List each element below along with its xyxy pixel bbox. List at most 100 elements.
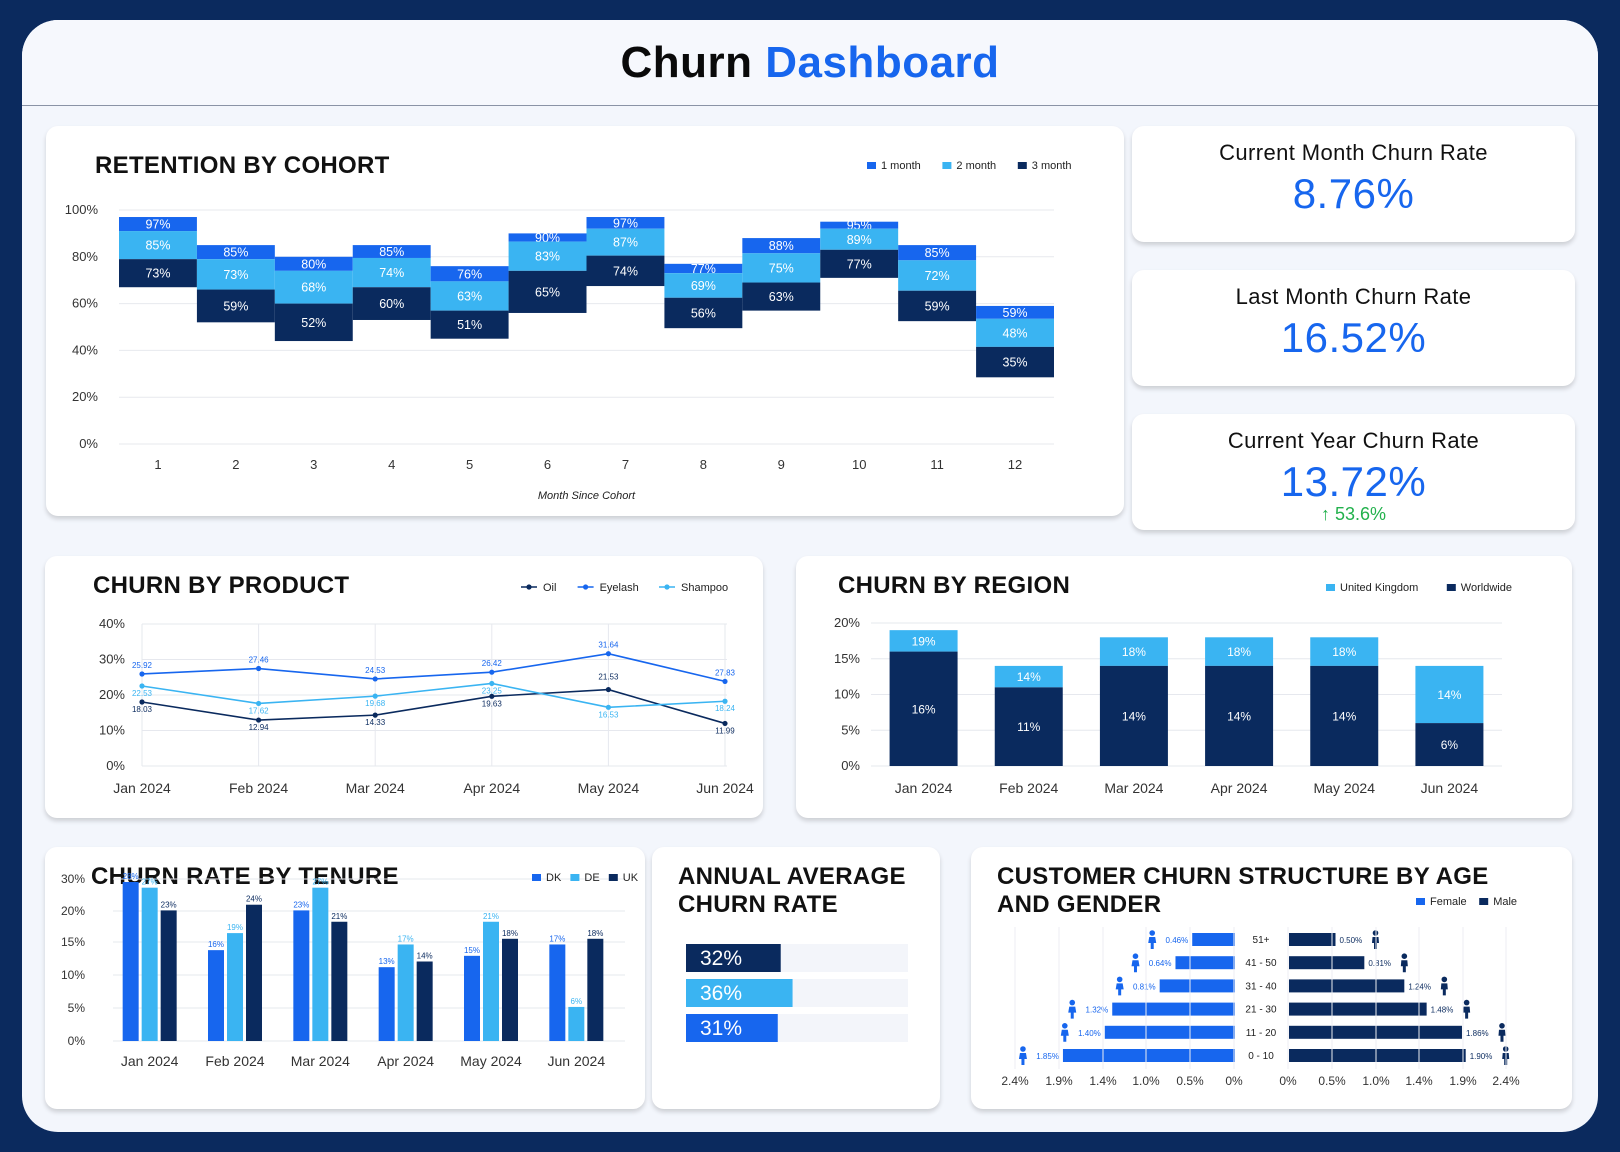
region-bar-worldwide-0 (889, 651, 958, 766)
age-xtick-right-2: 1.0% (1362, 1074, 1390, 1088)
male-icon-part-1-1 (1400, 960, 1408, 973)
tenure-bar-label-2-3: 14% (417, 952, 433, 961)
cohort-ytick-0: 0% (79, 436, 98, 451)
age-category-label-0: 51+ (1253, 935, 1270, 946)
tenure-bar-label-2-2: 21% (331, 912, 347, 921)
cohort-bar-label-1-0: 85% (145, 239, 170, 253)
age-xtick-left-3: 1.0% (1132, 1074, 1160, 1088)
cohort-bar-label-1-8: 75% (769, 261, 794, 275)
product-point-label-1-1: 27.46 (249, 656, 270, 665)
age-xtick-right-0: 0% (1279, 1074, 1297, 1088)
cohort-xtick-7: 8 (700, 457, 707, 472)
cohort-bar-1-6 (586, 228, 665, 256)
cohort-bar-1-5 (508, 241, 587, 271)
region-xtick-0: Jan 2024 (895, 780, 953, 796)
cohort-bar-label-0-7: 77% (691, 262, 716, 276)
cohort-xlabel: Month Since Cohort (538, 490, 636, 502)
age-legend-label-0: Female (1430, 896, 1467, 908)
female-icon-3 (1068, 999, 1077, 1019)
kpi-label-current-month: Current Month Churn Rate (1219, 140, 1488, 165)
age-bar-female-4 (1104, 1025, 1235, 1039)
cohort-bar-1-0 (119, 231, 197, 260)
tenure-bar-label-0-1: 16% (208, 940, 224, 949)
age-bar-female-0 (1192, 933, 1235, 946)
female-icon-1 (1131, 953, 1140, 973)
region-bar-worldwide-1 (994, 687, 1063, 766)
kpi-value-current-year: 13.72% (1280, 458, 1427, 505)
male-icon-part-4-0 (1499, 1023, 1505, 1029)
product-point-2-5 (722, 698, 728, 704)
age-xtick-left-5: 0% (1225, 1074, 1243, 1088)
cohort-bar-label-2-2: 52% (301, 316, 326, 330)
region-ytick-4: 20% (834, 615, 860, 630)
product-point-label-0-4: 21.53 (598, 673, 619, 682)
tenure-bar-label-1-1: 19% (227, 923, 243, 932)
male-icon-1 (1400, 953, 1408, 973)
female-icon-2 (1115, 976, 1124, 996)
tenure-xtick-5: Jun 2024 (548, 1053, 606, 1069)
region-xtick-4: May 2024 (1314, 780, 1376, 796)
cohort-bar-0-2 (274, 256, 353, 271)
age-legend-swatch-0 (1416, 898, 1425, 905)
annual-bar-0 (686, 944, 781, 972)
churn-product-chart: 0% 10% 20% 30% 40% Jan 2024 Feb 2024 Mar 2024 Ap… (99, 582, 754, 796)
cohort-ytick-4: 80% (72, 249, 98, 264)
cohort-bar-1-1 (196, 259, 275, 290)
cohort-bar-label-1-11: 48% (1003, 326, 1028, 340)
female-icon-part-2-0 (1116, 976, 1123, 983)
cohort-bar-1-8 (742, 253, 821, 283)
region-bar-label-uk-0: 19% (912, 634, 936, 648)
age-value-label-female-3: 1.32% (1086, 1006, 1109, 1015)
age-bar-male-0 (1289, 933, 1336, 946)
cohort-bar-label-2-3: 60% (379, 297, 404, 311)
cohort-bar-1-9 (820, 228, 899, 250)
kpi-delta-value: 53.6% (1334, 504, 1387, 524)
female-icon-part-2-1 (1115, 983, 1124, 996)
cohort-xtick-4: 5 (466, 457, 473, 472)
churn-tenure-title: CHURN RATE BY TENURE (91, 863, 399, 890)
age-value-label-female-5: 1.85% (1036, 1052, 1059, 1061)
tenure-bar-1-4 (483, 921, 499, 1041)
region-legend-label-1: Worldwide (1461, 582, 1512, 594)
product-xtick-4: May 2024 (578, 780, 640, 796)
product-xtick-2: Mar 2024 (346, 780, 405, 796)
tenure-legend-swatch-0 (532, 874, 541, 881)
annual-bar-label-0: 32% (700, 947, 742, 970)
churn-region-card: CHURN BY REGION 0% 5% 10% 15% 20% 19% 16% Jan 2… (796, 556, 1572, 818)
tenure-bar-1-3 (397, 944, 414, 1041)
age-category-label-3: 21 - 30 (1245, 1005, 1277, 1016)
cohort-xtick-1: 2 (232, 457, 239, 472)
tenure-bar-1-2 (312, 887, 329, 1041)
cohort-bar-1-3 (352, 257, 431, 288)
region-bar-uk-3 (1205, 637, 1274, 666)
retention-cohort-card: RETENTION BY COHORT 0% 20% 40% 60% 80% 100% 97… (46, 126, 1124, 516)
region-bar-label-worldwide-0: 16% (912, 702, 936, 716)
product-line-0 (141, 688, 726, 725)
region-bar-label-worldwide-4: 14% (1332, 709, 1356, 723)
product-point-label-1-3: 26.42 (482, 659, 503, 668)
cohort-bar-label-2-11: 35% (1003, 356, 1028, 370)
age-value-label-female-2: 0.81% (1133, 982, 1156, 991)
female-icon-part-1-1 (1131, 960, 1140, 973)
cohort-bar-label-0-1: 85% (223, 246, 248, 260)
tenure-bar-2-0 (160, 910, 177, 1041)
tenure-xtick-1: Feb 2024 (205, 1053, 264, 1069)
cohort-bar-label-0-0: 97% (145, 218, 170, 232)
kpi-card-last-month: Last Month Churn Rate 16.52% (1132, 270, 1575, 386)
churn-product-title: CHURN BY PRODUCT (93, 572, 350, 599)
region-bar-label-uk-2: 18% (1122, 645, 1146, 659)
age-xtick-right-4: 1.9% (1449, 1074, 1477, 1088)
cohort-bar-label-0-3: 85% (379, 245, 404, 259)
cohort-bar-0-9 (820, 221, 899, 229)
region-ytick-0: 0% (841, 758, 860, 773)
male-icon-part-2-1 (1440, 983, 1448, 996)
tenure-bar-2-5 (587, 938, 604, 1041)
region-bar-label-worldwide-5: 6% (1441, 738, 1459, 752)
churn-region-chart: 0% 5% 10% 15% 20% 19% 16% Jan 2024 14% 11% Feb 202… (834, 582, 1512, 796)
annual-average-card: ANNUAL AVERAGE CHURN RATE 32% 36% 31% (652, 847, 940, 1109)
cohort-bar-label-1-1: 73% (223, 268, 248, 282)
cohort-bar-label-1-10: 72% (925, 269, 950, 283)
product-legend-marker-1 (583, 584, 589, 590)
age-bar-male-1 (1289, 956, 1365, 970)
cohort-bar-label-0-11: 59% (1003, 306, 1028, 320)
